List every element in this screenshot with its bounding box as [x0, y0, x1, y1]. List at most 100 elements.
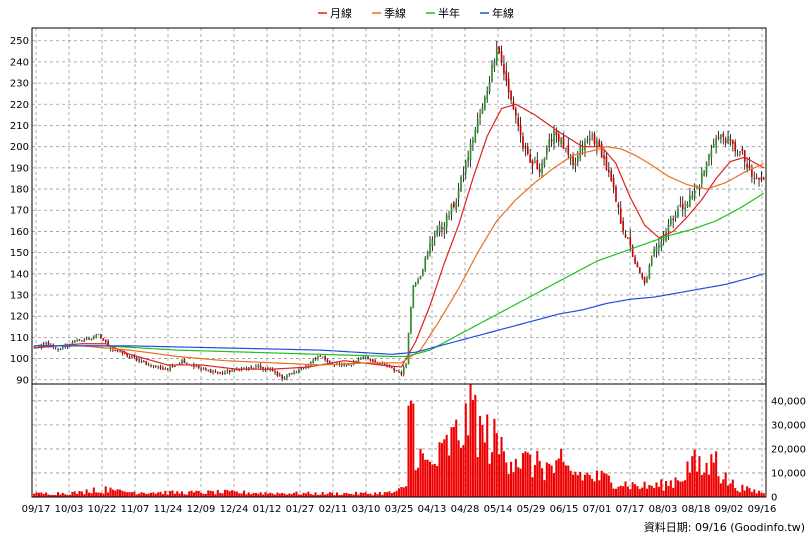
- volume-bar: [462, 445, 465, 497]
- candle-body: [104, 339, 107, 342]
- volume-bar: [250, 494, 253, 497]
- candle-body: [655, 246, 658, 252]
- volume-bar: [679, 481, 682, 497]
- candle-body: [152, 365, 155, 367]
- volume-bar: [648, 484, 651, 497]
- candle-body: [195, 366, 198, 368]
- candle-body: [383, 363, 386, 366]
- candle-body: [293, 371, 295, 374]
- volume-bar: [338, 495, 341, 497]
- candle-body: [145, 361, 148, 366]
- volume-bar: [755, 493, 758, 497]
- volume-bar: [526, 452, 529, 497]
- candle-body: [700, 173, 703, 184]
- candle-body: [324, 356, 326, 360]
- volume-bar: [388, 491, 391, 497]
- candle-body: [634, 256, 636, 264]
- candle-body: [472, 140, 474, 144]
- volume-bar: [226, 490, 229, 497]
- candle-body: [343, 364, 345, 366]
- candle-body: [424, 257, 427, 270]
- volume-bar: [221, 493, 224, 497]
- volume-bar: [605, 473, 608, 497]
- y-tick-label: 240: [10, 57, 29, 68]
- volume-bar: [655, 482, 658, 497]
- legend-label: 季線: [384, 6, 406, 20]
- candle-body: [624, 234, 627, 238]
- candle-body: [212, 371, 214, 373]
- volume-bar: [698, 456, 701, 497]
- candle-body: [54, 347, 57, 349]
- candle-body: [128, 356, 131, 358]
- volume-bar: [142, 492, 145, 497]
- volume-bar: [364, 492, 367, 497]
- volume-bar: [445, 434, 448, 497]
- volume-bar: [395, 490, 398, 497]
- volume-bar: [78, 491, 81, 497]
- volume-bar: [738, 492, 742, 497]
- candle-body: [216, 371, 219, 373]
- volume-bar: [729, 483, 732, 497]
- volume-bar: [443, 439, 446, 497]
- x-tick-label: 03/10: [352, 504, 381, 515]
- volume-bar: [59, 494, 62, 497]
- candle-body: [526, 146, 529, 154]
- volume-bar: [200, 492, 203, 497]
- volume-bar: [626, 486, 629, 497]
- volume-bar: [104, 486, 107, 497]
- volume-bar: [548, 463, 551, 497]
- volume-bar: [366, 494, 370, 497]
- volume-bar: [176, 491, 179, 497]
- volume-bar: [693, 449, 696, 497]
- candle-body: [717, 137, 720, 139]
- candle-body: [157, 366, 160, 368]
- volume-bar: [746, 486, 749, 497]
- volume-bar: [383, 492, 386, 497]
- candle-body: [147, 364, 150, 366]
- candle-body: [250, 366, 253, 368]
- volume-bar: [188, 491, 191, 497]
- candle-body: [123, 352, 126, 354]
- volume-bar: [743, 490, 746, 497]
- x-tick-label: 08/03: [649, 504, 678, 515]
- volume-bar: [583, 474, 587, 497]
- candle-body: [422, 269, 424, 276]
- candle-body: [734, 141, 737, 152]
- candle-body: [379, 363, 381, 365]
- candle-body: [543, 157, 546, 166]
- x-tick-label: 03/25: [385, 504, 414, 515]
- candle-body: [453, 202, 455, 208]
- candle-body: [474, 129, 477, 142]
- volume-bar: [748, 488, 751, 497]
- volume-bar: [638, 488, 641, 497]
- candle-body: [412, 285, 415, 309]
- volume-bar: [295, 491, 298, 497]
- candle-body: [107, 341, 109, 347]
- volume-bar: [312, 494, 315, 497]
- candle-body: [376, 363, 379, 365]
- candle-body: [367, 356, 369, 359]
- candle-body: [61, 346, 64, 349]
- candle-body: [450, 204, 453, 215]
- candle-body: [190, 365, 193, 367]
- volume-bar: [76, 493, 79, 497]
- volume-bar: [705, 462, 708, 497]
- volume-bar: [386, 492, 389, 497]
- candle-body: [760, 176, 763, 181]
- volume-bar: [47, 494, 50, 497]
- volume-bar: [476, 456, 479, 497]
- volume-bar: [278, 493, 281, 497]
- candle-body: [679, 204, 682, 207]
- candle-body: [646, 277, 648, 283]
- candle-body: [116, 350, 119, 352]
- x-tick-label: 05/14: [484, 504, 513, 515]
- candle-body: [85, 338, 88, 340]
- volume-bar: [247, 492, 250, 497]
- volume-bar: [612, 488, 615, 497]
- candle-body: [369, 359, 372, 361]
- candle-body: [300, 368, 303, 370]
- y-tick-label: 90: [16, 375, 29, 386]
- volume-bar: [45, 492, 48, 497]
- volume-bar: [438, 442, 441, 497]
- candle-body: [73, 340, 76, 343]
